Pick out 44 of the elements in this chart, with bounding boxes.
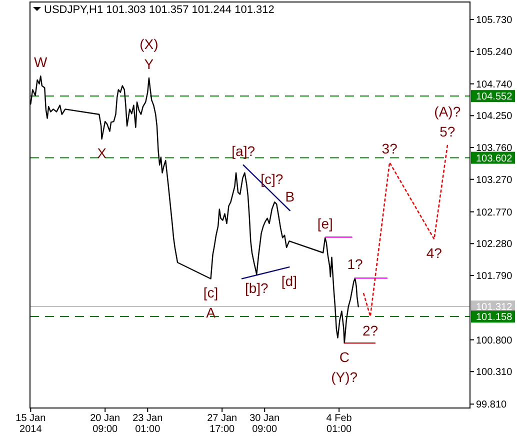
annotation: (X) xyxy=(140,36,158,52)
annotation: 5? xyxy=(440,123,456,140)
annotation: 1? xyxy=(347,256,364,272)
annotation: 4? xyxy=(426,245,442,262)
y-tick-label: 103.270 xyxy=(476,174,513,186)
x-tick-label: 4 Feb 01:00 xyxy=(326,413,352,435)
annotation: (A)? xyxy=(434,103,461,120)
chart-title: USDJPY,H1 101.303 101.357 101.244 101.312 xyxy=(44,4,274,16)
annotation: A xyxy=(206,304,216,321)
line-series xyxy=(363,144,448,318)
x-tick-label: 15 Jan 2014 xyxy=(16,413,46,435)
annotation: Y xyxy=(144,56,154,72)
annotation: X xyxy=(97,144,108,161)
annotation: 3? xyxy=(382,140,398,156)
x-tick-label: 20 Jan 09:00 xyxy=(90,413,120,435)
ref-line-label: 101.312 xyxy=(476,302,513,314)
x-tick-label: 27 Jan 17:00 xyxy=(207,413,238,435)
ref-line-label: 101.158 xyxy=(476,312,513,324)
y-tick-label: 100.310 xyxy=(476,367,513,378)
annotation: 2? xyxy=(362,322,378,338)
annotation: [c] xyxy=(203,284,218,301)
ref-line-label: 103.602 xyxy=(476,153,513,164)
annotation: (Y)? xyxy=(331,368,358,385)
annotation: [b]? xyxy=(244,280,269,296)
y-tick-label: 100.800 xyxy=(476,335,513,346)
x-tick-label: 30 Jan 09:00 xyxy=(250,413,280,435)
annotation: B xyxy=(285,188,295,204)
y-tick-label: 105.730 xyxy=(476,15,513,26)
ref-line-label: 104.552 xyxy=(476,92,513,103)
x-tick-label: 23 Jan 01:00 xyxy=(132,413,163,435)
annotation: [a]? xyxy=(232,142,256,159)
annotation: C xyxy=(339,348,350,365)
y-tick-label: 105.240 xyxy=(476,46,513,58)
y-tick-label: 104.740 xyxy=(476,79,513,90)
annotation: [d] xyxy=(281,272,298,289)
y-tick-label: 102.280 xyxy=(476,239,513,250)
y-tick-label: 101.790 xyxy=(476,270,513,282)
y-tick-label: 104.250 xyxy=(476,111,513,122)
y-tick-label: 102.770 xyxy=(476,207,513,218)
annotation: [e] xyxy=(317,216,333,232)
annotation: W xyxy=(34,54,48,70)
y-tick-label: 103.760 xyxy=(476,143,513,154)
y-tick-label: 99.810 xyxy=(476,400,508,411)
annotation: [c]? xyxy=(260,170,284,187)
